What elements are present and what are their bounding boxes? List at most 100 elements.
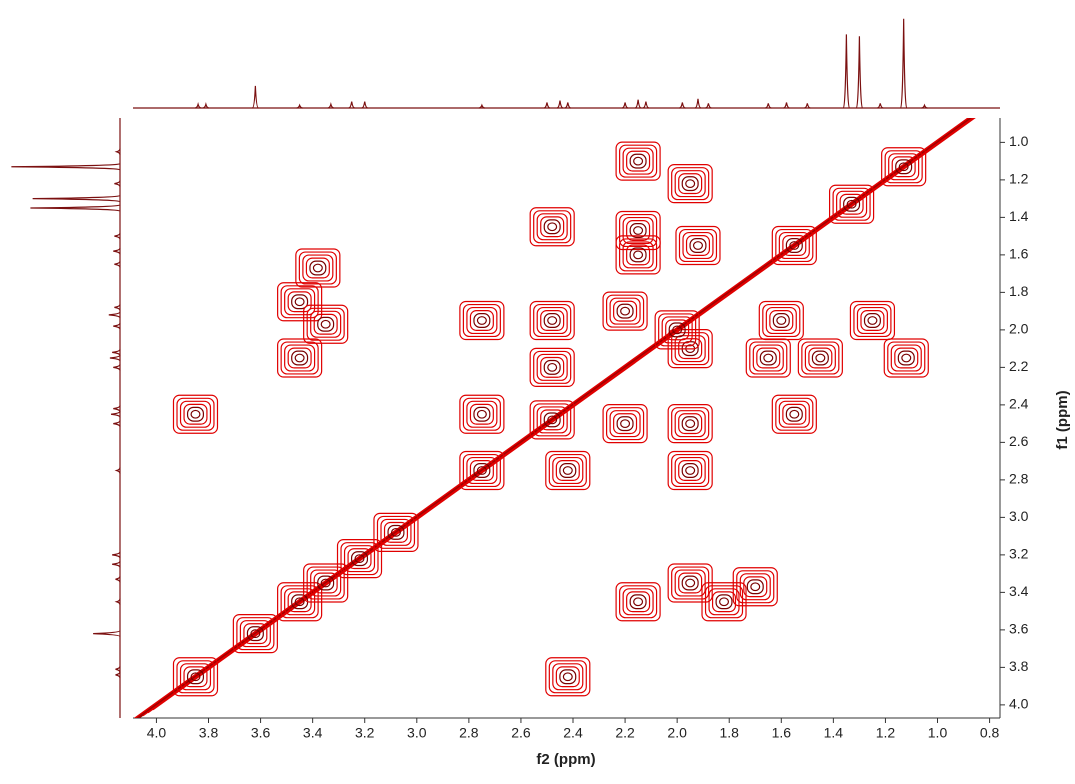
contour-level bbox=[555, 460, 580, 481]
cross-peak bbox=[732, 567, 778, 607]
contour-level bbox=[616, 303, 634, 319]
cross-peak bbox=[277, 282, 323, 322]
contour-level bbox=[719, 597, 730, 607]
contour-level bbox=[665, 319, 690, 341]
contour-level bbox=[667, 450, 713, 491]
contour-level bbox=[250, 629, 261, 639]
contour-level bbox=[771, 394, 817, 434]
x-tick-label: 1.4 bbox=[824, 725, 844, 741]
y-axis-label: f1 (ppm) bbox=[1054, 390, 1071, 449]
contour-level bbox=[317, 575, 335, 591]
contour-level bbox=[476, 466, 487, 475]
contour-level bbox=[294, 597, 305, 607]
contour-level bbox=[678, 572, 703, 594]
contour-level bbox=[540, 409, 565, 431]
left-projection-peak bbox=[115, 671, 121, 678]
contour-level bbox=[615, 582, 661, 622]
cross-peak bbox=[797, 338, 843, 378]
contour-level bbox=[336, 539, 383, 579]
contour-level bbox=[280, 285, 319, 319]
contour-level bbox=[671, 167, 710, 201]
contour-level bbox=[547, 415, 558, 425]
x-tick-label: 3.6 bbox=[251, 725, 271, 741]
left-projection-peak bbox=[112, 551, 121, 559]
contour-level bbox=[846, 199, 857, 209]
contour-level bbox=[750, 582, 761, 592]
contour-level bbox=[895, 159, 913, 175]
cross-peak bbox=[758, 300, 804, 341]
x-tick-label: 3.8 bbox=[199, 725, 219, 741]
y-tick-label: 1.4 bbox=[1009, 208, 1029, 224]
contour-level bbox=[613, 413, 638, 435]
left-projection-peak bbox=[114, 148, 121, 155]
contour-level bbox=[667, 404, 713, 444]
contour-level bbox=[186, 669, 205, 685]
top-projection-peak bbox=[202, 102, 209, 109]
contour-level bbox=[884, 150, 923, 184]
contour-level bbox=[629, 153, 647, 169]
contour-level bbox=[533, 403, 572, 437]
left-projection-peak bbox=[114, 233, 121, 240]
contour-level bbox=[711, 591, 737, 613]
contour-level bbox=[176, 397, 215, 431]
contour-level bbox=[536, 306, 568, 335]
contour-level bbox=[678, 228, 718, 263]
contour-level bbox=[808, 347, 833, 369]
contour-level bbox=[633, 156, 644, 166]
y-tick-label: 1.2 bbox=[1009, 171, 1029, 187]
contour-level bbox=[762, 303, 801, 338]
contour-level bbox=[736, 570, 775, 604]
contour-level bbox=[606, 407, 645, 441]
cross-peak bbox=[602, 291, 648, 331]
contour-level bbox=[243, 623, 268, 645]
contour-level bbox=[540, 356, 565, 378]
contour-level bbox=[863, 313, 881, 328]
contour-level bbox=[602, 291, 648, 331]
top-projection-peak bbox=[765, 103, 772, 109]
contour-level bbox=[540, 310, 565, 331]
contour-level bbox=[678, 460, 703, 481]
contour-level bbox=[376, 515, 416, 549]
contour-level bbox=[536, 406, 568, 434]
contour-level bbox=[626, 150, 651, 172]
x-tick-label: 1.0 bbox=[928, 725, 948, 741]
cross-peak bbox=[336, 539, 383, 579]
contour-level bbox=[183, 403, 208, 425]
cross-peak bbox=[667, 450, 713, 491]
contour-level bbox=[901, 353, 912, 363]
contour-level bbox=[692, 241, 703, 250]
cross-peak bbox=[771, 225, 817, 266]
contour-level bbox=[291, 294, 309, 310]
top-projection-peak bbox=[877, 103, 884, 109]
cross-peak bbox=[883, 338, 929, 378]
contour-level bbox=[732, 567, 778, 607]
contour-level bbox=[236, 617, 275, 651]
contour-level bbox=[778, 231, 810, 260]
contour-level bbox=[765, 306, 797, 335]
contour-level bbox=[284, 288, 316, 316]
cross-peak bbox=[529, 400, 575, 440]
cross-peak bbox=[232, 614, 278, 654]
contour-level bbox=[749, 341, 788, 375]
contour-level bbox=[681, 463, 699, 478]
cross-peak bbox=[277, 338, 323, 378]
contour-level bbox=[681, 575, 699, 591]
contour-level bbox=[533, 210, 572, 244]
left-projection-peak bbox=[32, 195, 121, 203]
contour-level bbox=[343, 545, 376, 573]
contour-level bbox=[704, 585, 744, 619]
contour-level bbox=[387, 524, 405, 540]
top-projection-peak bbox=[642, 101, 650, 109]
y-tick-label: 1.0 bbox=[1009, 133, 1029, 149]
cross-peak bbox=[373, 512, 419, 552]
cross-peak bbox=[602, 404, 648, 444]
contour-level bbox=[849, 300, 896, 341]
x-tick-label: 1.2 bbox=[876, 725, 896, 741]
contour-level bbox=[303, 304, 349, 344]
contour-level bbox=[775, 397, 814, 431]
contour-level bbox=[674, 569, 706, 597]
contour-level bbox=[887, 341, 926, 375]
contour-level bbox=[701, 582, 747, 622]
contour-level bbox=[183, 666, 208, 688]
contour-level bbox=[298, 251, 337, 285]
